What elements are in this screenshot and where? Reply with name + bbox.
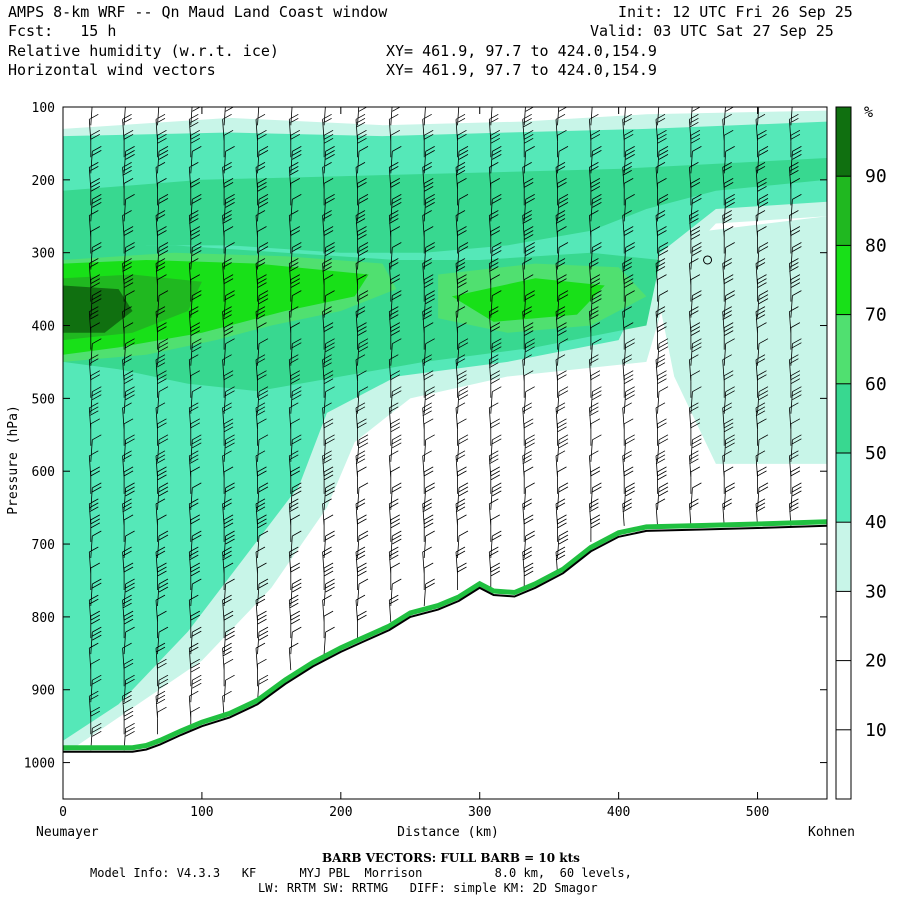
barb-column-10	[422, 107, 435, 607]
colorbar-label-30: 30	[865, 581, 887, 602]
x-tick-label-500: 500	[746, 805, 769, 820]
model-info-physics: LW: RRTM SW: RRTMG DIFF: simple KM: 2D S…	[258, 881, 598, 895]
field-label-wind: Horizontal wind vectors	[8, 61, 216, 79]
y-tick-label-1000: 1000	[24, 757, 55, 772]
colorbar-bin-30	[836, 522, 851, 592]
barb-column-0	[88, 107, 102, 751]
barb-column-21	[789, 107, 802, 526]
x-axis-label: Distance (km)	[397, 825, 499, 840]
model-info: Model Info: V4.3.3 KF MYJ PBL Morrison 8…	[90, 866, 632, 880]
terrain-surface	[63, 524, 827, 753]
calm-marker	[703, 255, 713, 265]
x-tick-label-100: 100	[190, 805, 213, 820]
terrain	[63, 519, 827, 799]
colorbar-label-70: 70	[865, 305, 887, 326]
barb-column-3	[188, 107, 202, 735]
rh-region-50-3	[63, 158, 827, 253]
barb-column-12	[488, 107, 502, 590]
xy-range-2: XY= 461.9, 97.7 to 424.0,154.9	[386, 61, 657, 79]
barb-column-8	[355, 107, 369, 639]
y-tick-label-500: 500	[32, 392, 55, 407]
plot-frame	[62, 106, 828, 800]
barb-column-19	[722, 107, 735, 526]
barb-column-20	[755, 107, 769, 526]
rh-region-90-10	[63, 285, 133, 333]
colorbar-label-40: 40	[865, 512, 887, 533]
barb-column-15	[589, 107, 602, 542]
barb-column-9	[388, 107, 402, 623]
field-label-rh: Relative humidity (w.r.t. ice)	[8, 42, 279, 60]
y-tick-label-400: 400	[32, 320, 55, 335]
colorbar-bin-10	[836, 660, 851, 730]
barb-column-4	[222, 107, 235, 719]
colorbar-bin-40	[836, 453, 851, 523]
x-start-label: Neumayer	[36, 825, 99, 840]
terrain-mask	[63, 525, 827, 799]
x-tick-label-300: 300	[468, 805, 491, 820]
colorbar-unit: %	[864, 103, 873, 121]
colorbar-bin-80	[836, 176, 851, 246]
xy-range-1: XY= 461.9, 97.7 to 424.0,154.9	[386, 42, 657, 60]
barb-column-11	[455, 107, 469, 590]
barb-column-5	[255, 107, 269, 703]
colorbar-label-50: 50	[865, 443, 887, 464]
x-tick-label-200: 200	[329, 805, 352, 820]
barb-column-16	[622, 107, 635, 526]
forecast-hour: Fcst: 15 h	[8, 22, 117, 40]
colorbar-label-20: 20	[865, 651, 887, 672]
wind-barbs	[88, 107, 802, 751]
colorbar-label-80: 80	[865, 235, 887, 256]
colorbar-bin-0	[836, 729, 851, 799]
axes: 100 200 300 400 500 600 700 800 900 1000 0 100 200 30…	[24, 101, 827, 820]
x-end-label: Kohnen	[808, 825, 855, 840]
colorbar-label-60: 60	[865, 374, 887, 395]
barb-column-14	[555, 107, 569, 575]
y-tick-label-100: 100	[32, 101, 55, 116]
y-tick-label-800: 800	[32, 611, 55, 626]
barb-column-2	[155, 107, 169, 735]
barb-column-18	[689, 107, 702, 526]
colorbar-label-90: 90	[865, 166, 887, 187]
init-time: Init: 12 UTC Fri 26 Sep 25	[618, 3, 853, 21]
barb-column-6	[288, 107, 302, 671]
valid-time: Valid: 03 UTC Sat 27 Sep 25	[590, 22, 834, 40]
y-tick-label-200: 200	[32, 174, 55, 189]
x-tick-label-0: 0	[59, 805, 67, 820]
colorbar: 10 20 30 40 50 60 70 80 90	[835, 106, 887, 800]
y-tick-label-300: 300	[32, 247, 55, 262]
colorbar-bin-60	[836, 314, 851, 384]
x-tick-label-400: 400	[607, 805, 630, 820]
barb-column-13	[522, 107, 535, 590]
barb-column-17	[655, 107, 669, 526]
y-tick-label-700: 700	[32, 538, 55, 553]
barb-vectors-note: BARB VECTORS: FULL BARB = 10 kts	[322, 851, 580, 865]
colorbar-bin-90	[836, 107, 851, 177]
colorbar-bin-50	[836, 383, 851, 453]
y-axis-label: Pressure (hPa)	[6, 405, 21, 515]
colorbar-bin-70	[836, 245, 851, 315]
colorbar-label-10: 10	[865, 720, 887, 741]
barb-column-1	[122, 107, 135, 751]
colorbar-bin-20	[836, 591, 851, 661]
chart-title: AMPS 8-km WRF -- Qn Maud Land Coast wind…	[8, 3, 388, 21]
terrain-boundary-layer	[63, 519, 827, 751]
rh-region-30-1	[646, 216, 827, 464]
y-tick-label-900: 900	[32, 684, 55, 699]
barb-column-7	[322, 107, 335, 655]
y-tick-label-600: 600	[32, 465, 55, 480]
